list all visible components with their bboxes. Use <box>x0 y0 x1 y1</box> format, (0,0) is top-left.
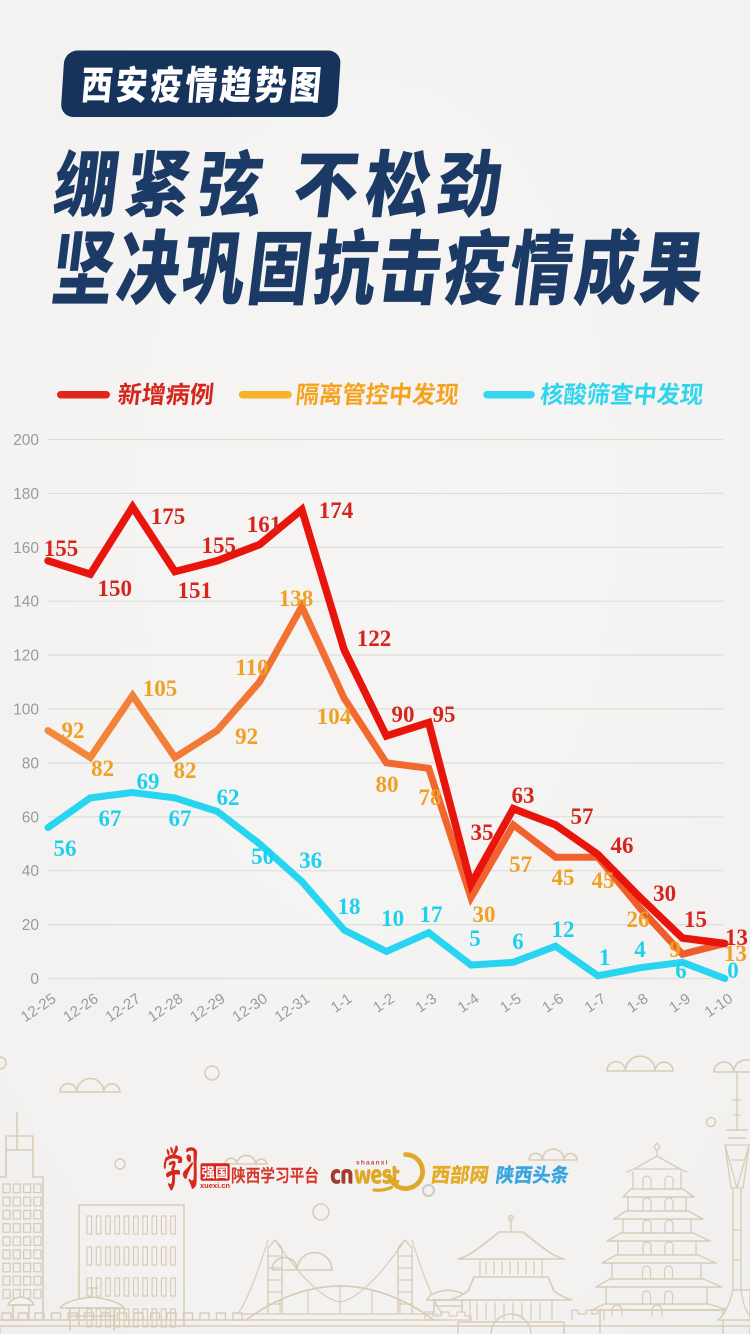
svg-text:63: 63 <box>512 783 535 808</box>
svg-text:180: 180 <box>13 486 39 503</box>
svg-text:104: 104 <box>317 704 352 729</box>
svg-text:82: 82 <box>174 758 197 783</box>
svg-text:36: 36 <box>299 848 322 873</box>
svg-text:82: 82 <box>91 756 114 781</box>
svg-text:13: 13 <box>724 941 747 966</box>
svg-text:105: 105 <box>143 676 178 701</box>
svg-text:10: 10 <box>381 906 404 931</box>
svg-text:56: 56 <box>54 836 77 861</box>
svg-text:57: 57 <box>571 804 594 829</box>
svg-text:151: 151 <box>177 578 212 603</box>
svg-text:18: 18 <box>338 894 361 919</box>
svg-text:6: 6 <box>512 929 524 954</box>
svg-text:12: 12 <box>552 917 575 942</box>
svg-text:35: 35 <box>471 820 494 845</box>
svg-text:45: 45 <box>592 868 615 893</box>
svg-text:80: 80 <box>376 772 399 797</box>
svg-text:26: 26 <box>627 907 650 932</box>
svg-text:50: 50 <box>251 844 274 869</box>
svg-text:110: 110 <box>235 655 268 680</box>
svg-text:138: 138 <box>279 586 314 611</box>
svg-text:120: 120 <box>13 648 39 665</box>
svg-text:60: 60 <box>22 809 40 826</box>
svg-text:62: 62 <box>217 785 240 810</box>
svg-text:xuexi.cn: xuexi.cn <box>200 1181 230 1190</box>
svg-text:shaanxi: shaanxi <box>356 1160 389 1167</box>
svg-text:30: 30 <box>653 881 676 906</box>
svg-text:5: 5 <box>469 926 481 951</box>
svg-text:67: 67 <box>169 806 192 831</box>
svg-text:13: 13 <box>725 925 748 950</box>
svg-text:95: 95 <box>433 702 456 727</box>
svg-text:155: 155 <box>44 536 79 561</box>
svg-text:30: 30 <box>473 902 496 927</box>
svg-text:0: 0 <box>30 971 39 988</box>
svg-text:0: 0 <box>727 958 739 983</box>
svg-text:1: 1 <box>599 945 611 970</box>
svg-text:45: 45 <box>552 865 575 890</box>
svg-text:69: 69 <box>137 769 160 794</box>
svg-text:9: 9 <box>669 937 681 962</box>
svg-text:15: 15 <box>684 907 707 932</box>
svg-text:174: 174 <box>319 498 354 523</box>
svg-text:46: 46 <box>611 833 634 858</box>
svg-text:140: 140 <box>13 594 39 611</box>
svg-text:90: 90 <box>392 702 415 727</box>
svg-text:92: 92 <box>62 718 85 743</box>
svg-text:40: 40 <box>22 863 40 880</box>
svg-text:122: 122 <box>357 626 392 651</box>
svg-text:80: 80 <box>22 755 40 772</box>
svg-text:160: 160 <box>13 540 39 557</box>
svg-text:175: 175 <box>151 504 186 529</box>
svg-text:200: 200 <box>13 432 39 449</box>
svg-text:78: 78 <box>419 785 442 810</box>
svg-text:67: 67 <box>99 806 122 831</box>
svg-text:161: 161 <box>247 512 282 537</box>
svg-text:150: 150 <box>97 576 132 601</box>
svg-text:100: 100 <box>13 702 39 719</box>
svg-text:92: 92 <box>235 724 258 749</box>
svg-text:57: 57 <box>509 852 532 877</box>
svg-text:17: 17 <box>420 902 443 927</box>
svg-text:155: 155 <box>201 533 236 558</box>
svg-text:6: 6 <box>675 958 687 983</box>
svg-text:4: 4 <box>634 937 646 962</box>
svg-text:20: 20 <box>22 917 40 934</box>
